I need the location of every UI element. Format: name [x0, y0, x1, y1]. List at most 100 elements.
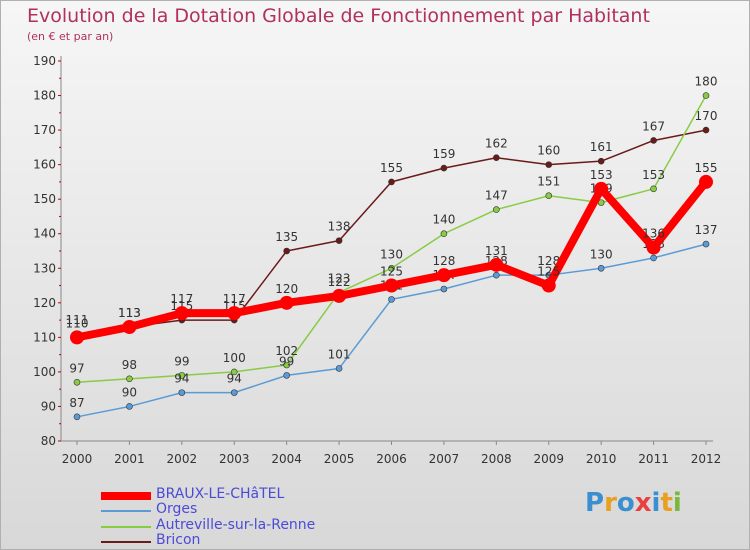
data-point — [230, 368, 238, 376]
y-tick-label: 140 — [33, 227, 56, 241]
data-label: 136 — [642, 227, 665, 241]
data-point — [545, 192, 553, 200]
data-point — [702, 240, 710, 248]
legend-swatch-braux — [101, 492, 151, 500]
data-label: 102 — [275, 344, 298, 358]
data-label: 153 — [642, 168, 665, 182]
data-label: 137 — [695, 223, 718, 237]
data-label: 111 — [66, 313, 89, 327]
x-tick-label: 2006 — [376, 452, 407, 466]
data-label: 155 — [695, 161, 718, 175]
data-label: 87 — [69, 396, 84, 410]
data-point — [126, 375, 133, 383]
data-label: 97 — [69, 361, 84, 375]
data-label: 159 — [432, 147, 455, 161]
logo-letter: i — [672, 488, 682, 518]
data-point — [73, 413, 81, 421]
data-label: 125 — [537, 265, 560, 279]
chart-title: Evolution de la Dotation Globale de Fonc… — [27, 5, 650, 27]
data-point — [178, 389, 186, 396]
data-point — [440, 285, 448, 293]
data-point — [283, 372, 290, 379]
data-label: 131 — [485, 244, 508, 258]
data-point — [283, 247, 290, 255]
data-point — [384, 278, 399, 293]
data-label: 117 — [170, 292, 193, 306]
y-tick-label: 130 — [33, 261, 56, 275]
data-label: 99 — [174, 354, 189, 368]
legend-label-braux: BRAUX-LE-CHâTEL — [156, 486, 285, 502]
y-tick-label: 90 — [41, 399, 56, 413]
data-point — [178, 372, 186, 379]
data-label: 94 — [174, 372, 189, 386]
series-line-1 — [76, 95, 707, 384]
data-label: 110 — [66, 316, 89, 330]
data-point — [332, 288, 347, 303]
data-point — [650, 137, 657, 144]
y-tick-label: 170 — [33, 123, 56, 137]
x-tick-label: 2004 — [271, 452, 302, 466]
legend-label-autreville: Autreville-sur-la-Renne — [156, 517, 316, 533]
data-label: 130 — [590, 247, 613, 261]
data-point — [702, 126, 710, 134]
data-point — [174, 306, 189, 321]
data-label: 138 — [328, 220, 351, 234]
chart-subtitle: (en € et par an) — [27, 30, 114, 43]
x-tick-label: 2012 — [691, 452, 722, 466]
data-point — [436, 268, 451, 283]
legend-swatch-orges — [101, 510, 151, 512]
y-tick-label: 160 — [33, 158, 56, 172]
legend-swatch-bricon — [101, 541, 151, 543]
data-point — [545, 161, 553, 168]
data-point — [283, 361, 290, 369]
data-point — [493, 271, 500, 279]
data-label: 122 — [328, 275, 351, 289]
data-label: 120 — [275, 282, 298, 296]
data-label: 117 — [223, 292, 246, 306]
data-label: 128 — [537, 254, 560, 268]
data-label: 125 — [380, 265, 403, 279]
data-label: 180 — [695, 75, 718, 89]
data-label: 100 — [223, 351, 246, 365]
data-point — [646, 240, 661, 255]
data-point — [335, 237, 343, 244]
data-label: 170 — [695, 109, 718, 123]
data-point — [388, 178, 395, 186]
data-label: 147 — [485, 189, 508, 203]
logo-letter: P — [585, 488, 605, 518]
data-point — [227, 306, 242, 321]
legend-swatch-autreville — [101, 526, 151, 528]
x-tick-label: 2010 — [586, 452, 617, 466]
y-tick-label: 150 — [33, 192, 56, 206]
data-point — [493, 154, 500, 162]
data-point — [650, 185, 657, 193]
data-label: 98 — [122, 358, 137, 372]
data-label: 167 — [642, 119, 665, 133]
logo-letter: r — [604, 488, 617, 518]
data-point — [597, 264, 605, 272]
data-point — [597, 157, 605, 165]
data-point — [70, 330, 84, 345]
x-tick-label: 2001 — [114, 452, 145, 466]
proxiti-logo: Proxiti — [585, 488, 682, 518]
data-point — [122, 320, 137, 334]
data-label: 153 — [590, 168, 613, 182]
y-tick-label: 100 — [33, 365, 56, 379]
data-point — [489, 257, 504, 272]
data-label: 128 — [432, 254, 455, 268]
x-tick-label: 2002 — [167, 452, 198, 466]
data-label: 94 — [227, 372, 242, 386]
y-tick-label: 80 — [41, 434, 56, 448]
data-label: 123 — [328, 271, 351, 285]
data-point — [279, 295, 294, 310]
x-tick-label: 2005 — [324, 452, 355, 466]
logo-letter: x — [634, 488, 652, 518]
y-tick-label: 120 — [33, 296, 56, 310]
data-point — [699, 174, 713, 189]
data-label: 161 — [590, 140, 613, 154]
x-tick-label: 2007 — [429, 452, 460, 466]
y-tick-label: 110 — [33, 330, 56, 344]
data-label: 140 — [432, 213, 455, 227]
